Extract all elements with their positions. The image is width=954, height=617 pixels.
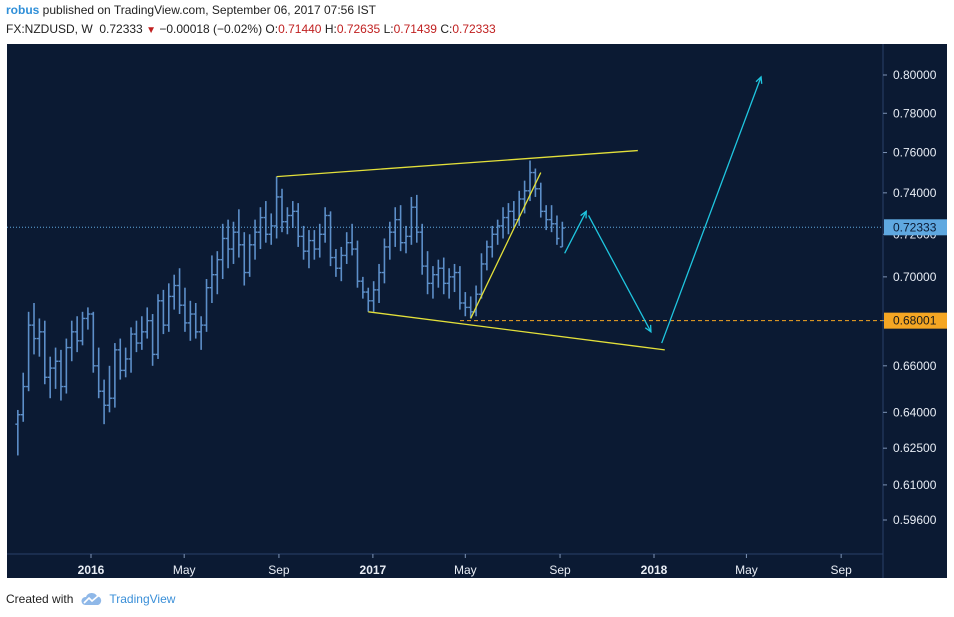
footer: Created with TradingView [6, 592, 175, 606]
trendline-upper-channel[interactable] [276, 149, 638, 178]
level-price-tag-box [884, 312, 947, 329]
high-label: H: [324, 22, 337, 36]
close-label: C: [440, 22, 453, 36]
last-price-tag-box [884, 219, 947, 236]
y-axis-tick-label: 0.59600 [893, 513, 937, 527]
high-value: 0.72635 [336, 22, 381, 36]
x-axis-tick-label: May [454, 563, 477, 577]
x-axis-tick-label: 2017 [360, 563, 387, 577]
x-axis-tick-label: May [735, 563, 758, 577]
close-value: 0.72333 [452, 22, 496, 36]
y-axis-tick-label: 0.64000 [893, 405, 937, 419]
symbol-label: FX:NZDUSD, W [6, 22, 93, 36]
projection-arrow-head [755, 75, 763, 84]
y-axis-tick-label: 0.70000 [893, 270, 937, 284]
trendline-rising-support[interactable] [470, 172, 542, 319]
low-value: 0.71439 [393, 22, 437, 36]
last-price: 0.72333 [99, 22, 143, 36]
open-label: O: [265, 22, 279, 36]
change-value: −0.00018 (−0.02%) [159, 22, 263, 36]
y-axis-tick-label: 0.78000 [893, 106, 937, 120]
y-axis-tick-label: 0.66000 [893, 359, 937, 373]
trendline-lower-channel[interactable] [368, 311, 665, 351]
open-value: 0.71440 [278, 22, 322, 36]
price-chart[interactable]: 0.800000.780000.760000.740000.720000.700… [0, 40, 954, 581]
projection-arrow[interactable] [587, 215, 652, 333]
publish-line: robus published on TradingView.com, Sept… [6, 3, 376, 17]
x-axis-tick-label: Sep [830, 563, 852, 577]
tradingview-cloud-icon [81, 592, 102, 605]
x-axis-tick-label: May [173, 563, 196, 577]
author-name[interactable]: robus [6, 3, 40, 17]
low-label: L: [383, 22, 394, 36]
ohlc-line: FX:NZDUSD, W 0.72333 ▼ −0.00018 (−0.02%)… [6, 22, 496, 36]
down-triangle-icon: ▼ [146, 25, 156, 36]
created-with-label: Created with [6, 592, 74, 606]
y-axis-tick-label: 0.62500 [893, 441, 937, 455]
y-axis-tick-label: 0.76000 [893, 146, 937, 160]
projection-arrow[interactable] [661, 76, 762, 344]
y-axis-tick-label: 0.61000 [893, 478, 937, 492]
x-axis-tick-label: Sep [549, 563, 571, 577]
y-axis-tick-label: 0.80000 [893, 68, 937, 82]
projection-arrow-head [644, 324, 652, 334]
x-axis-tick-label: Sep [268, 563, 290, 577]
tradingview-brand-link[interactable]: TradingView [109, 592, 176, 606]
y-axis-tick-label: 0.74000 [893, 186, 937, 200]
projection-arrow-head [580, 210, 587, 219]
publish-info: published on TradingView.com, September … [39, 3, 377, 17]
level-price-tag-label: 0.68001 [893, 314, 937, 328]
last-price-tag-label: 0.72333 [893, 220, 937, 234]
projection-arrow[interactable] [564, 211, 587, 254]
x-axis-tick-label: 2016 [78, 563, 105, 577]
x-axis-tick-label: 2018 [641, 563, 668, 577]
